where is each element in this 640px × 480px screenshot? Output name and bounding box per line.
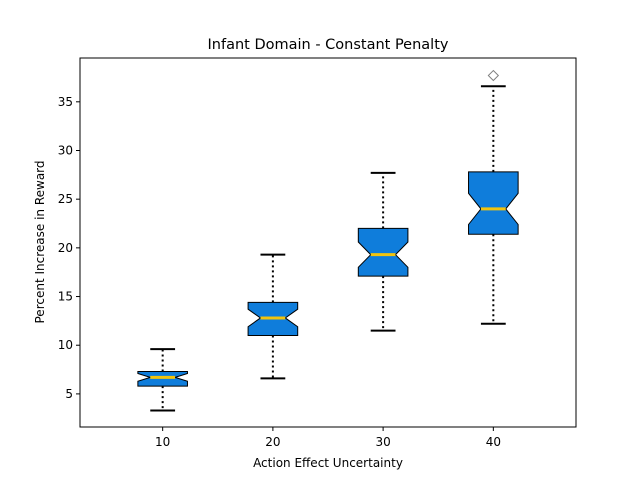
x-axis: 10 20 30 40: [155, 427, 501, 449]
y-axis: 5 10 15 20 25 30 35: [58, 95, 80, 401]
x-tick-label: 20: [265, 435, 280, 449]
box-group-20: [247, 253, 299, 380]
y-tick-label: 10: [58, 338, 73, 352]
axes-frame: [79, 57, 577, 428]
x-axis-title: Action Effect Uncertainty: [253, 456, 403, 470]
box: [357, 227, 409, 277]
y-tick-label: 15: [58, 290, 73, 304]
x-tick-label: 10: [155, 435, 170, 449]
y-axis-title: Percent Increase in Reward: [33, 160, 47, 323]
outlier-marker: [487, 69, 500, 82]
box-group-40: [468, 69, 519, 325]
box-group-10: [137, 348, 188, 412]
y-tick-label: 25: [58, 192, 73, 206]
box: [468, 171, 519, 235]
y-tick-label: 30: [58, 143, 73, 157]
plot-area: [137, 69, 519, 412]
x-tick-label: 40: [486, 435, 501, 449]
y-tick-label: 35: [58, 95, 73, 109]
x-tick-label: 30: [375, 435, 390, 449]
box-group-30: [357, 171, 409, 332]
chart-title: Infant Domain - Constant Penalty: [208, 37, 449, 53]
y-tick-label: 20: [58, 241, 73, 255]
y-tick-label: 5: [65, 387, 73, 401]
